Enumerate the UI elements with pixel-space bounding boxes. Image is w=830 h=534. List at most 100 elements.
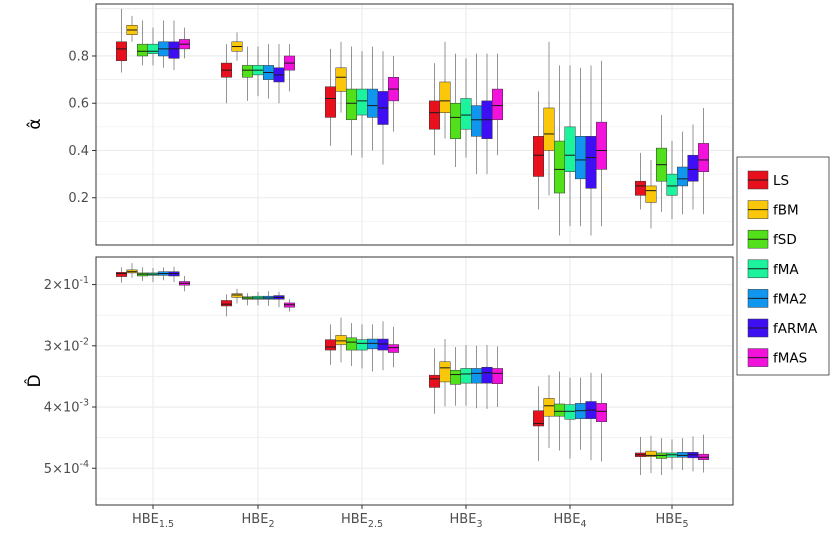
legend-label: fMAS (773, 351, 807, 367)
legend-label: fMA (773, 262, 799, 278)
top-box-body (554, 140, 565, 194)
top-box-fMAS-2 (388, 55, 399, 132)
bottom-box-body (221, 300, 232, 307)
x-tick-label: HBE3 (450, 512, 483, 530)
top-plot-area (96, 4, 733, 245)
top-box-body (575, 136, 586, 180)
top-box-body (367, 88, 378, 118)
legend-label: LS (773, 173, 789, 189)
bottom-box-fARMA-3 (481, 345, 493, 409)
top-box-body (698, 143, 709, 173)
bottom-ytick-label: 5×10-4 (44, 459, 89, 477)
bottom-box-LS-0 (116, 267, 127, 283)
top-ytick-label: 0.4 (68, 144, 89, 159)
bottom-box-body (677, 452, 688, 458)
bottom-box-body (356, 339, 368, 351)
x-tick-label: HBE5 (656, 512, 689, 530)
bottom-box-fARMA-0 (168, 266, 180, 283)
bottom-ytick-label: 3×10-2 (44, 336, 89, 354)
top-box-fMAS-4 (596, 60, 607, 227)
x-axis: HBE1.5 HBE2 HBE2.5 HBE3 HBE4 HBE5 (132, 505, 689, 530)
legend-entry-LS: LS (747, 170, 789, 190)
top-box-body (335, 67, 347, 92)
top-ytick-label: 0.2 (68, 191, 89, 206)
top-box-fBM-1 (231, 32, 243, 61)
top-box-LS-0 (116, 8, 127, 73)
bottom-box-body (460, 368, 472, 384)
bottom-box-body (543, 398, 555, 417)
bottom-box-body (564, 404, 576, 420)
top-box-LS-2 (325, 48, 336, 146)
top-box-fARMA-0 (168, 20, 180, 71)
top-box-LS-1 (221, 44, 232, 104)
bottom-box-LS-1 (221, 294, 232, 317)
legend-entry-fMA2: fMA2 (747, 289, 807, 308)
top-box-body (677, 166, 688, 187)
legend-entry-fMAS: fMAS (747, 348, 807, 367)
bottom-box-body (450, 370, 461, 385)
x-tick-label: HBE1.5 (132, 512, 174, 530)
top-box-fMA2-1 (263, 44, 274, 99)
top-box-fMAS-3 (492, 53, 503, 156)
bottom-box-LS-4 (533, 386, 544, 461)
top-box-body (543, 107, 555, 151)
top-box-body (596, 121, 607, 170)
bottom-panel-border (95, 256, 734, 506)
bottom-box-body (596, 403, 607, 422)
top-y-axis-title: α̂ (25, 118, 45, 129)
top-box-fBM-2 (335, 41, 347, 113)
top-box-LS-4 (533, 91, 544, 210)
bottom-box-body (533, 410, 544, 427)
bottom-box-fARMA-1 (273, 291, 285, 308)
legend: LS fBM fSD fMA fMA2 fARMA fMAS (736, 156, 830, 376)
bottom-box-body (346, 337, 357, 351)
bottom-box-fSD-4 (554, 371, 565, 451)
top-box-fBM-4 (543, 41, 555, 196)
bottom-box-body (439, 361, 451, 383)
top-ytick-label: 0.8 (68, 49, 89, 64)
top-box-fMAS-5 (698, 107, 709, 215)
bottom-box-fBM-4 (543, 375, 555, 449)
top-ytick-label: 0.6 (68, 97, 89, 112)
bottom-box-body (231, 293, 243, 298)
top-box-fBM-0 (126, 15, 138, 42)
bottom-box-fMAS-5 (698, 434, 709, 473)
bottom-ytick-label: 4×10-3 (44, 398, 89, 416)
top-box-body (492, 88, 503, 121)
top-box-fMA-4 (564, 65, 576, 227)
top-box-body (471, 105, 482, 137)
top-box-fSD-1 (242, 46, 253, 101)
x-tick-label: HBE2 (242, 512, 275, 530)
top-box-fSD-5 (656, 115, 667, 212)
bottom-box-fARMA-4 (585, 372, 597, 461)
top-box-body (147, 43, 159, 54)
x-tick-label: HBE2.5 (341, 512, 383, 530)
top-box-body (564, 126, 576, 173)
bottom-box-body (481, 366, 493, 384)
bottom-panel-D: 2×10-1 3×10-2 4×10-3 5×10-4 D̂ (24, 256, 734, 506)
top-box-fMA2-3 (471, 53, 482, 175)
bottom-box-body (429, 374, 440, 388)
legend-label: fSD (773, 232, 797, 248)
top-box-fBM-5 (645, 159, 657, 229)
top-panel-border (95, 3, 734, 246)
bottom-plot-area (96, 257, 733, 505)
top-box-body (168, 41, 180, 59)
top-box-body (242, 65, 253, 78)
top-box-fARMA-2 (377, 51, 389, 165)
top-box-LS-3 (429, 63, 440, 156)
top-box-body (666, 173, 678, 196)
bottom-box-body (388, 344, 399, 353)
top-box-body (116, 41, 127, 61)
bottom-box-body (367, 338, 378, 350)
top-box-body (356, 88, 368, 116)
bottom-box-fBM-2 (335, 317, 347, 363)
bottom-box-body (335, 335, 347, 345)
top-box-fMA-5 (666, 141, 678, 220)
bottom-box-fMAS-2 (388, 326, 399, 368)
top-box-body (585, 136, 597, 189)
bottom-box-fBM-1 (231, 288, 243, 304)
bottom-box-LS-2 (325, 324, 336, 365)
top-box-fMAS-0 (179, 27, 190, 59)
